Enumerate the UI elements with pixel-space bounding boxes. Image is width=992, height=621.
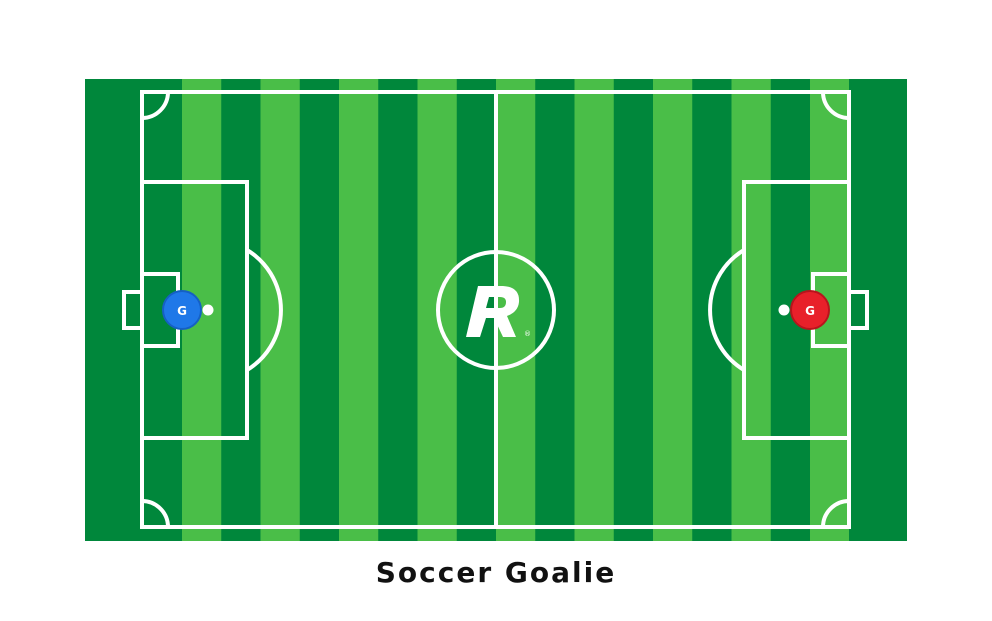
brand-logo: ® [466,286,531,338]
right-goalie: G [778,290,830,330]
right-goalie-label: G [805,304,815,318]
ball-left [202,304,214,316]
left-penalty-arc [245,248,283,372]
field-lines [122,90,869,529]
grass-stripe-light [731,79,771,541]
corner-arc-top-left [141,91,170,120]
left-goalie-label: G [177,304,187,318]
corner-arc-bottom-right [821,499,850,528]
right-penalty-arc [708,248,746,372]
logo-letter-r [466,286,520,337]
center-circle [436,250,556,370]
corner-arc-top-right [821,91,850,120]
registered-mark: ® [524,330,531,338]
ball-right [778,304,790,316]
left-goal [122,290,144,330]
corner-arc-bottom-left [141,499,170,528]
diagram-caption: Soccer Goalie [375,556,617,589]
right-goal [847,290,869,330]
right-goalie-token [790,290,830,330]
left-goalie: G [162,290,214,330]
grass-stripe-light [653,79,693,541]
grass-stripe-light [574,79,614,541]
grass-stripe-light [339,79,379,541]
left-goalie-token [162,290,202,330]
